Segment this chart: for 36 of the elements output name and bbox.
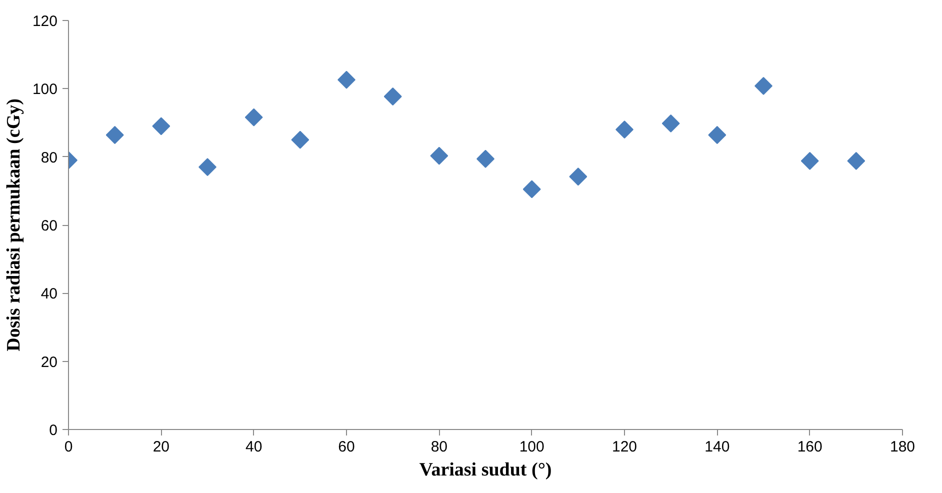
point (384, 88, 402, 106)
point (708, 126, 726, 144)
point (430, 146, 448, 165)
point (198, 158, 216, 176)
point (616, 120, 634, 139)
point (152, 117, 170, 136)
x-tick-label: 100 (519, 438, 544, 456)
point (338, 70, 356, 89)
y-tick-label: 80 (40, 149, 58, 166)
y-tick-label: 120 (32, 13, 58, 30)
y-tick-label: 60 (40, 218, 58, 234)
y-tick-label: 40 (40, 286, 58, 303)
point (291, 130, 310, 149)
point (800, 152, 819, 170)
point (106, 126, 124, 144)
y-axis-title: Dosis radiasi permukaan (cGy) (3, 98, 24, 352)
x-tick-label: 40 (245, 438, 262, 456)
point (244, 108, 263, 126)
x-tick-label: 180 (890, 438, 916, 456)
point (754, 76, 772, 95)
point (847, 152, 866, 170)
x-tick-label: 20 (152, 438, 170, 456)
y-tick-label: 0 (49, 422, 58, 439)
point (569, 168, 588, 186)
point (476, 150, 494, 168)
point (522, 180, 541, 198)
y-tick-label: 100 (32, 81, 58, 98)
point (662, 114, 680, 132)
x-axis-title: Variasi sudut (°) (419, 460, 552, 480)
x-tick-label: 160 (797, 438, 822, 456)
x-tick-label: 120 (612, 438, 638, 456)
x-tick-label: 80 (430, 438, 448, 456)
y-tick-label: 20 (40, 354, 58, 371)
x-tick-label: 60 (338, 438, 355, 456)
x-tick-label: 0 (64, 438, 73, 456)
x-tick-label: 140 (704, 438, 730, 456)
